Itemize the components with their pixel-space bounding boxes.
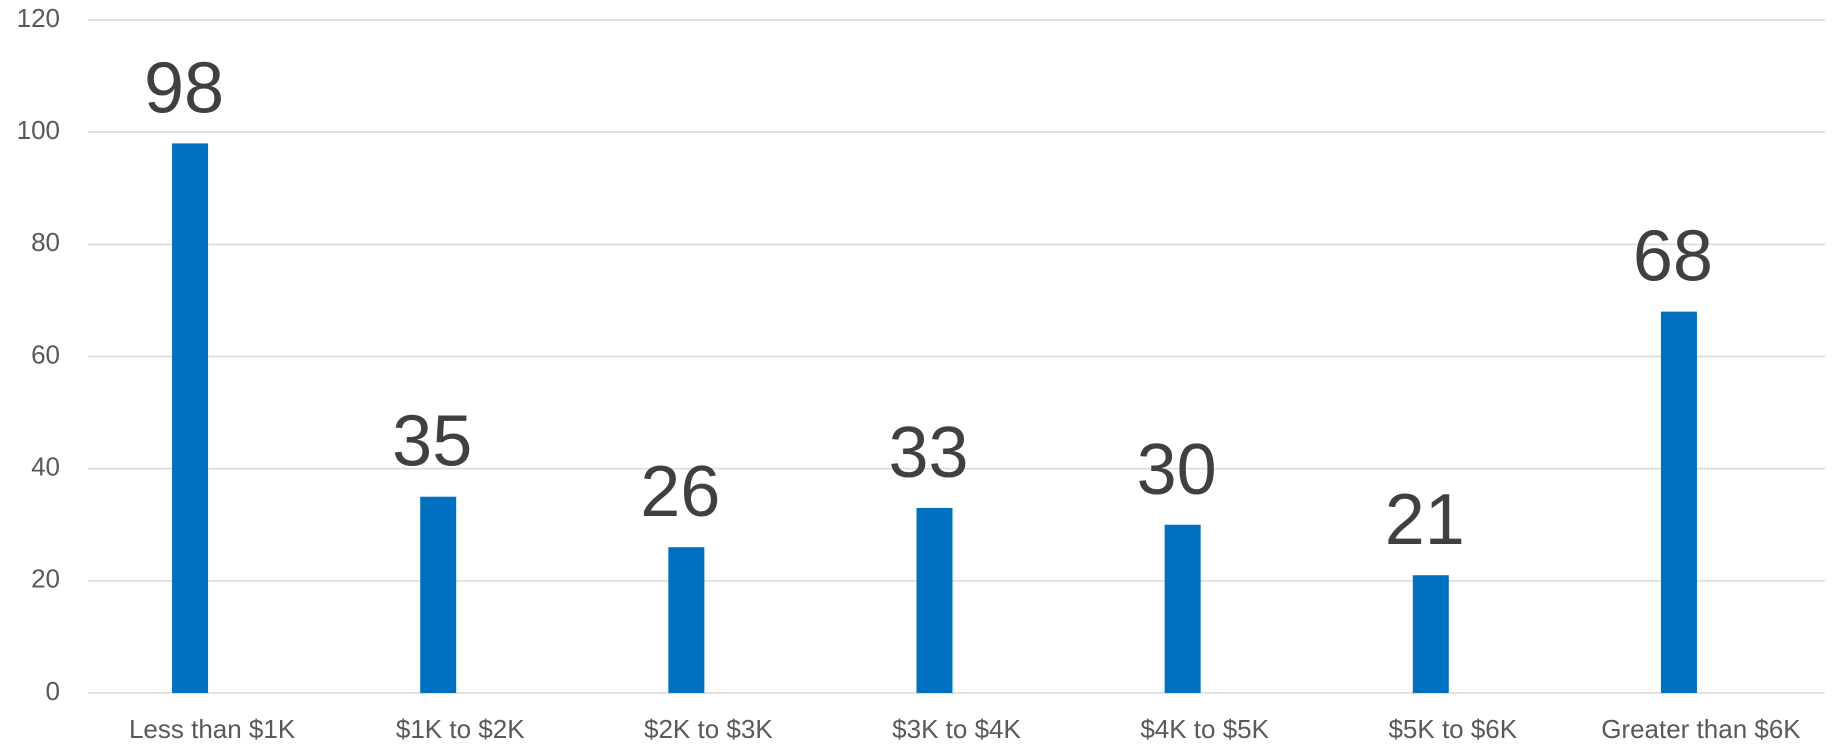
data-label: 98 <box>144 48 224 128</box>
x-tick-label: Greater than $6K <box>1601 714 1801 744</box>
data-label: 35 <box>392 402 472 482</box>
x-tick-label: Less than $1K <box>129 714 296 744</box>
y-tick-label: 120 <box>17 3 60 33</box>
y-tick-label: 40 <box>31 452 60 482</box>
y-tick-label: 20 <box>31 564 60 594</box>
data-label: 26 <box>640 452 720 532</box>
bar <box>916 507 953 693</box>
y-tick-label: 60 <box>31 339 60 369</box>
x-tick-label: $1K to $2K <box>396 714 525 744</box>
data-label: 30 <box>1137 430 1217 510</box>
x-tick-label: $4K to $5K <box>1140 714 1269 744</box>
y-tick-label: 0 <box>46 676 60 706</box>
y-tick-label: 80 <box>31 227 60 257</box>
bar <box>420 496 457 693</box>
x-tick-label: $2K to $3K <box>644 714 773 744</box>
data-label: 21 <box>1385 480 1465 560</box>
bar <box>668 547 705 693</box>
data-label: 33 <box>888 413 968 493</box>
bar <box>1164 524 1201 693</box>
data-label: 68 <box>1633 217 1713 297</box>
bar <box>172 143 209 694</box>
x-tick-label: $5K to $6K <box>1388 714 1517 744</box>
x-tick-label: $3K to $4K <box>892 714 1021 744</box>
bar <box>1660 311 1697 693</box>
y-tick-label: 100 <box>17 115 60 145</box>
bar <box>1412 575 1449 693</box>
